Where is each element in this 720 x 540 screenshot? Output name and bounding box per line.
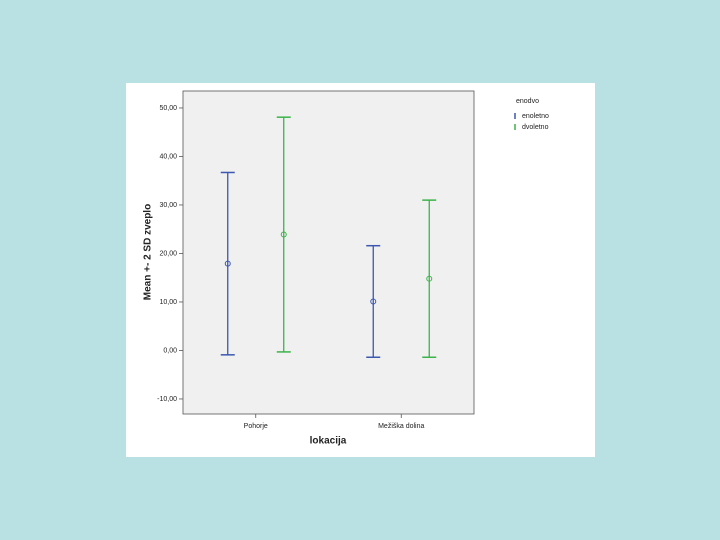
y-tick-label: 50,00 [159,105,177,112]
x-axis-label: lokacija [310,436,347,447]
y-tick-label: 20,00 [159,250,177,257]
y-tick-label: 40,00 [159,153,177,160]
x-tick-label: Mežiška dolina [378,423,424,430]
legend-label: dvoletno [522,124,549,131]
mean-marker [224,260,231,267]
y-axis-label: Mean +- 2 SD zveplo [143,204,154,300]
legend-title: enodvo [516,98,539,105]
y-tick-label: 10,00 [159,299,177,306]
mean-marker [370,298,377,305]
plot-area [182,90,475,415]
x-tick-label: Pohorje [244,423,268,430]
mean-marker [280,231,287,238]
y-tick-label: 0,00 [163,347,177,354]
mean-marker [426,275,433,282]
y-tick-label: -10,00 [157,396,177,403]
legend-label: enoletno [522,113,549,120]
y-tick-label: 30,00 [159,202,177,209]
